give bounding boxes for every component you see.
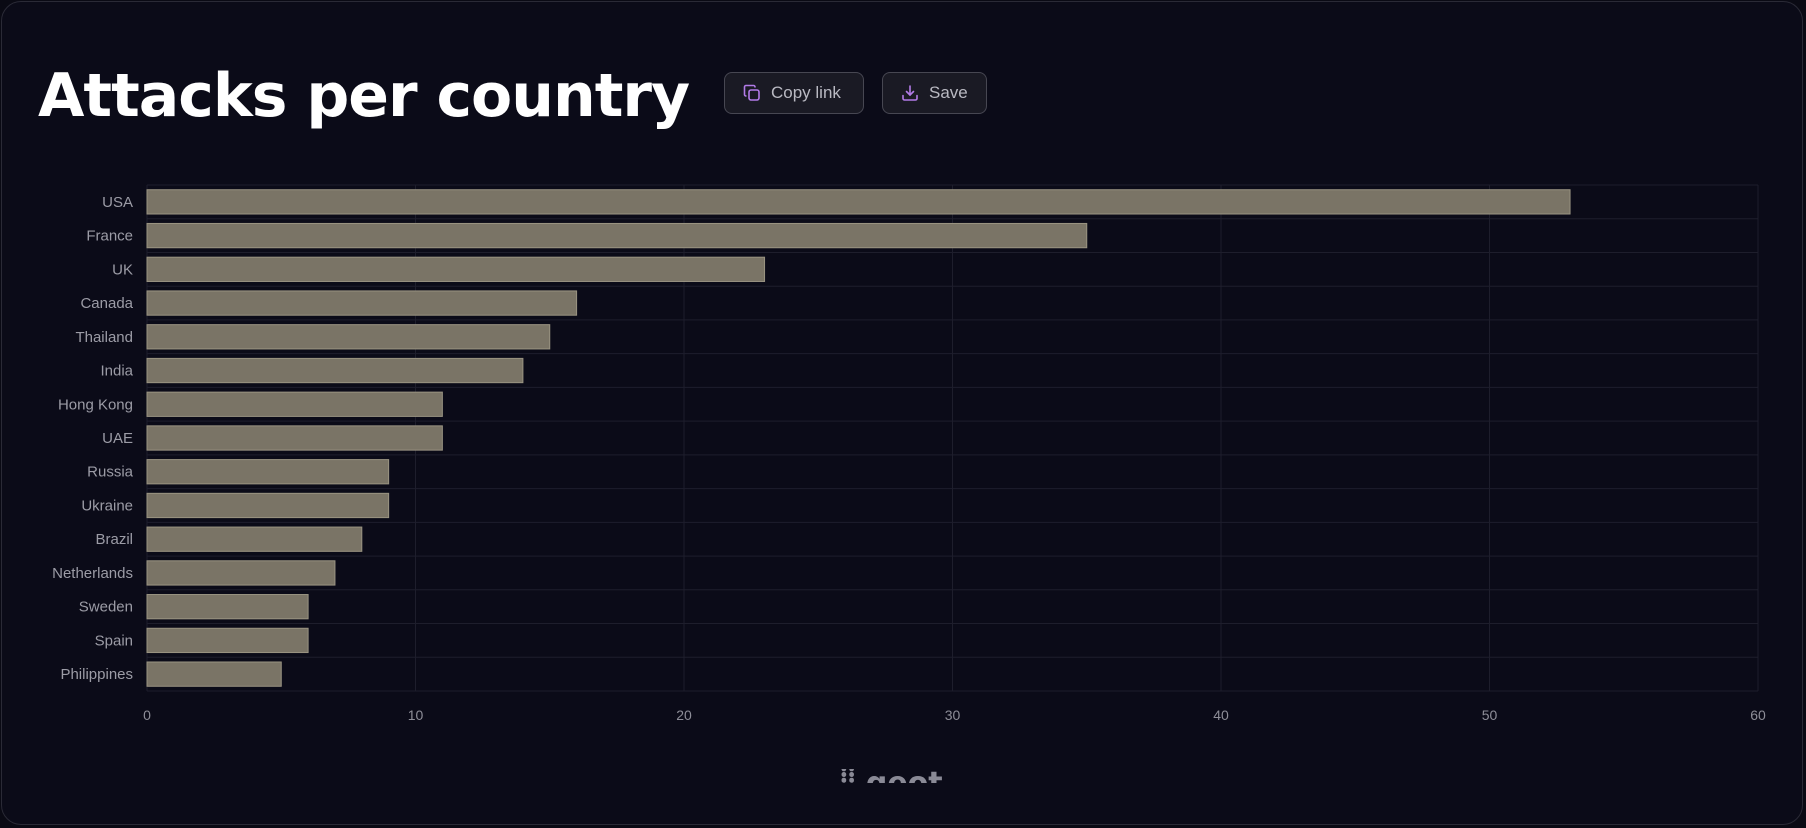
- y-category-label: Philippines: [60, 666, 133, 683]
- download-icon: [901, 84, 919, 102]
- copy-link-label: Copy link: [771, 83, 841, 102]
- y-category-label: Canada: [80, 295, 133, 312]
- x-tick-label: 40: [1213, 707, 1229, 723]
- y-category-label: Brazil: [95, 531, 133, 548]
- copy-link-button[interactable]: Copy link: [724, 72, 864, 114]
- bar-netherlands: [146, 560, 336, 586]
- x-tick-label: 20: [676, 707, 692, 723]
- x-tick-label: 60: [1750, 707, 1766, 723]
- bar-thailand: [146, 324, 551, 350]
- bar-uk: [146, 256, 766, 282]
- bar-hong-kong: [146, 391, 443, 417]
- save-button[interactable]: Save: [882, 72, 987, 114]
- y-category-label: Thailand: [75, 329, 133, 346]
- bar-philippines: [146, 661, 282, 687]
- x-tick-label: 30: [945, 707, 961, 723]
- y-category-label: Sweden: [79, 599, 133, 616]
- y-category-label: Ukraine: [81, 497, 133, 514]
- bar-france: [146, 222, 1088, 249]
- y-category-label: USA: [102, 194, 133, 211]
- y-category-label: UK: [112, 261, 133, 278]
- x-tick-label: 10: [408, 707, 424, 723]
- y-category-label: Netherlands: [52, 565, 133, 582]
- bar-ukraine: [146, 492, 390, 519]
- bar-brazil: [146, 526, 363, 552]
- page-title: Attacks per country: [38, 61, 690, 131]
- bar-usa: [146, 189, 1571, 215]
- bar-russia: [146, 459, 390, 485]
- y-category-label: Russia: [87, 464, 134, 481]
- bar-india: [146, 357, 524, 384]
- bar-spain: [146, 627, 309, 654]
- y-category-label: Hong Kong: [58, 396, 133, 413]
- x-tick-label: 50: [1482, 707, 1498, 723]
- x-tick-label: 0: [143, 707, 151, 723]
- y-category-label: Spain: [95, 632, 133, 649]
- y-category-label: France: [86, 228, 133, 245]
- y-category-label: India: [100, 363, 133, 380]
- watermark-logo: ⸽⸽ geot: [840, 769, 980, 783]
- y-category-label: UAE: [102, 430, 133, 447]
- bar-canada: [146, 290, 578, 316]
- save-label: Save: [929, 83, 968, 102]
- bar-sweden: [146, 594, 309, 620]
- bar-uae: [146, 425, 443, 451]
- copy-icon: [743, 84, 761, 102]
